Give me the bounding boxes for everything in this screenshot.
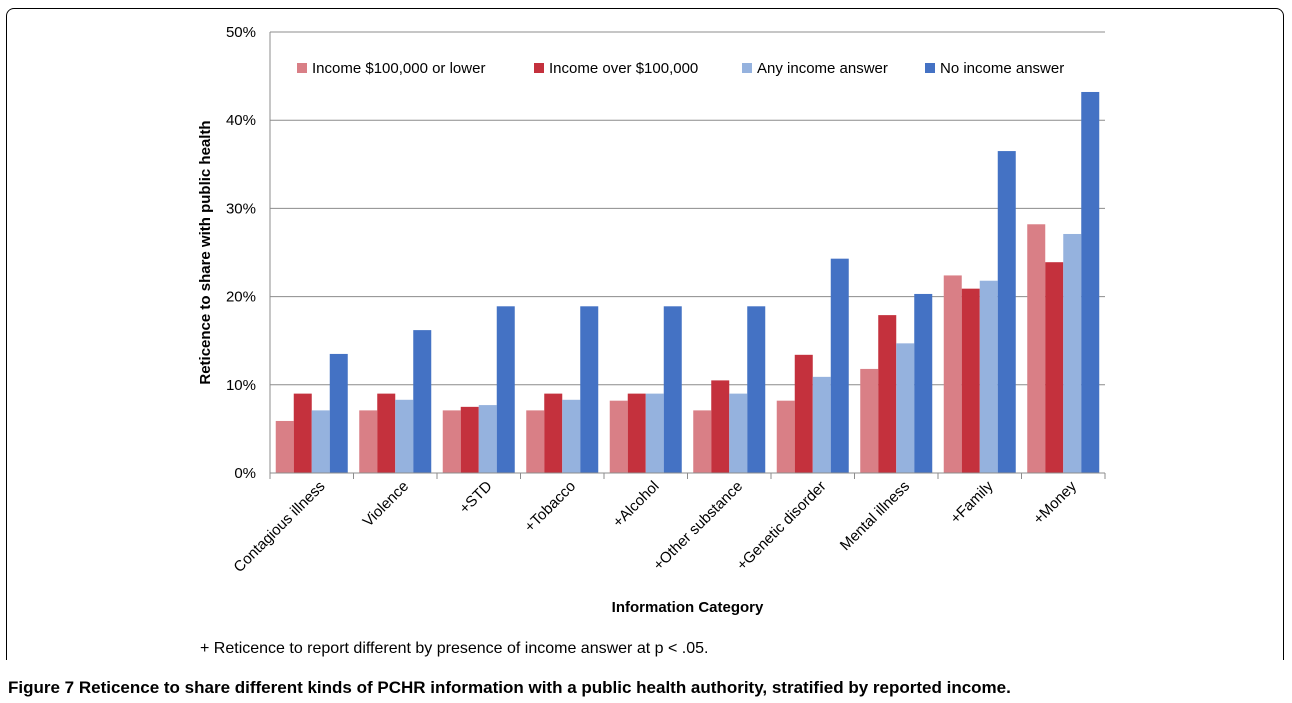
x-tick-labels: Contagious illness Violence +STD +Tobacco +A…: [230, 477, 1080, 575]
x-axis-label: Information Category: [612, 599, 764, 616]
y-tick-label: 20%: [226, 289, 256, 306]
bar: [580, 306, 599, 473]
legend-label: Income $100,000 or lower: [312, 60, 485, 77]
bar: [460, 406, 479, 473]
bars: [275, 91, 1100, 473]
bar: [395, 399, 414, 473]
gridlines: [270, 31, 1105, 386]
bar: [1063, 233, 1082, 473]
bar: [914, 293, 933, 473]
bar: [693, 410, 712, 473]
figure-footnote: + Reticence to report different by prese…: [200, 640, 709, 657]
legend-label: Any income answer: [757, 60, 888, 77]
bar: [562, 399, 581, 473]
bar: [442, 410, 461, 473]
bar: [1081, 91, 1100, 473]
y-tick-label: 10%: [226, 377, 256, 394]
bar: [1045, 262, 1064, 473]
bar: [860, 368, 879, 473]
legend-swatch: [925, 63, 935, 73]
x-tick-label: +Money: [1030, 477, 1080, 527]
bar: [878, 315, 897, 473]
bar: [496, 306, 515, 473]
legend-label: Income over $100,000: [549, 60, 698, 77]
bar: [329, 353, 348, 473]
y-axis-label: Reticence to share with public health: [197, 120, 214, 384]
legend-swatch: [534, 63, 544, 73]
bar: [729, 393, 748, 473]
y-tick-labels: 0% 10% 20% 30% 40% 50%: [226, 24, 256, 482]
bar: [275, 420, 294, 473]
bar: [794, 354, 813, 473]
y-tick-label: 30%: [226, 200, 256, 217]
y-tick-label: 40%: [226, 112, 256, 129]
bar: [526, 410, 545, 473]
bar: [776, 400, 795, 473]
y-tick-label: 0%: [234, 465, 256, 482]
bar: [544, 393, 563, 473]
x-tick-label: Contagious illness: [230, 478, 328, 576]
bar: [711, 380, 730, 473]
x-tick-label: +Tobacco: [521, 478, 579, 536]
bar: [627, 393, 646, 473]
bar: [747, 306, 766, 473]
bar: [377, 393, 396, 473]
y-tick-label: 50%: [226, 24, 256, 41]
bar: [359, 410, 378, 473]
legend: Income $100,000 or lower Income over $100…: [297, 60, 1064, 77]
x-tick-label: +Genetic disorder: [734, 478, 830, 574]
bar: [645, 393, 664, 473]
bar: [1027, 224, 1046, 473]
bar: [293, 393, 312, 473]
bar: [812, 376, 831, 473]
figure-caption-text: Reticence to share different kinds of PC…: [78, 678, 1011, 697]
x-tick-label: +Other substance: [650, 478, 746, 574]
x-tick-label: +Alcohol: [610, 478, 663, 531]
bar: [413, 330, 432, 473]
legend-swatch: [297, 63, 307, 73]
bar: [663, 306, 682, 473]
bar: [979, 280, 998, 473]
bar: [830, 258, 849, 473]
bar: [997, 151, 1016, 473]
legend-swatch: [742, 63, 752, 73]
bar: [896, 343, 915, 473]
x-tick-label: +STD: [456, 478, 496, 518]
axes: [269, 32, 1106, 479]
x-tick-label: Mental illness: [837, 478, 913, 554]
bar: [478, 405, 497, 473]
bar: [311, 410, 330, 473]
figure-frame: [6, 8, 1284, 660]
legend-label: No income answer: [940, 60, 1064, 77]
x-tick-label: +Family: [947, 477, 997, 527]
x-tick-label: Violence: [360, 478, 413, 531]
bar: [961, 288, 980, 473]
bar: [609, 400, 628, 473]
bar-chart: 0% 10% 20% 30% 40% 50% Contagious illness Viol…: [197, 24, 1106, 616]
bar: [943, 275, 962, 473]
figure-caption: Figure 7 Reticence to share different ki…: [8, 678, 1011, 698]
figure-label: Figure 7: [8, 678, 75, 697]
